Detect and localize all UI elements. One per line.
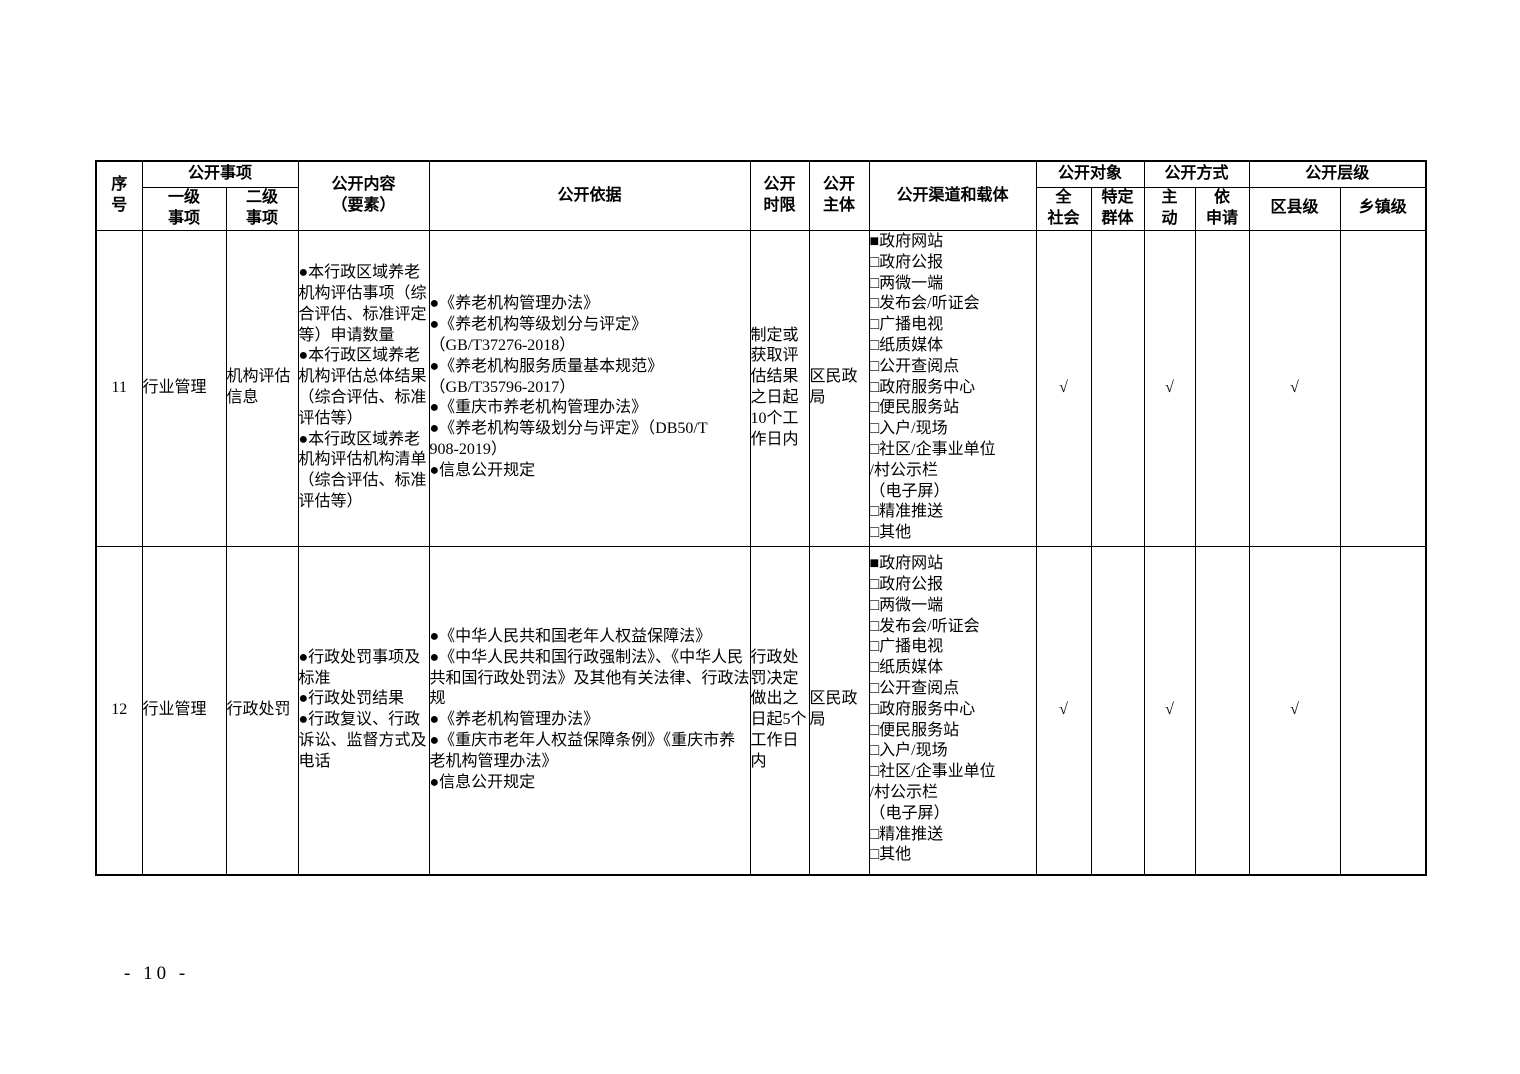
header-basis: 公开依据	[428, 160, 751, 231]
cell-level2: 行政处罚	[225, 545, 299, 876]
cell-method-active-check: √	[1143, 229, 1196, 547]
table-row: 11 行业管理 机构评估信息 ●本行政区域养老机构评估事项（综合评估、标准评定等…	[95, 229, 1427, 547]
cell-target-all-check: √	[1035, 229, 1092, 547]
header-level-county: 区县级	[1248, 186, 1341, 231]
cell-channels: ■政府网站 □政府公报 □两微一端 □发布会/听证会 □广播电视 □纸质媒体 □…	[868, 545, 1037, 876]
header-level2: 二级 事项	[225, 186, 299, 231]
cell-method-active-check: √	[1143, 545, 1196, 876]
header-target-all: 全 社会	[1035, 186, 1092, 231]
header-level-group: 公开层级	[1248, 160, 1427, 188]
cell-content: ●行政处罚事项及标准 ●行政处罚结果 ●行政复议、行政诉讼、监督方式及电话	[297, 545, 430, 876]
header-subject: 公开 主体	[808, 160, 870, 231]
cell-subject: 区民政局	[808, 229, 870, 547]
cell-method-request-check	[1194, 229, 1250, 547]
cell-time-limit: 制定或获取评估结果之日起10个工作日内	[749, 229, 810, 547]
header-serial: 序 号	[95, 160, 143, 231]
page-number: - 10 -	[124, 963, 190, 984]
cell-subject: 区民政局	[808, 545, 870, 876]
header-level1: 一级 事项	[141, 186, 227, 231]
header-time-limit: 公开 时限	[749, 160, 810, 231]
cell-basis: ●《中华人民共和国老年人权益保障法》 ●《中华人民共和国行政强制法》、《中华人民…	[428, 545, 751, 876]
header-target-group: 公开对象	[1035, 160, 1145, 188]
cell-basis: ●《养老机构管理办法》 ●《养老机构等级划分与评定》 （GB/T37276-20…	[428, 229, 751, 547]
cell-channels: ■政府网站 □政府公报 □两微一端 □发布会/听证会 □广播电视 □纸质媒体 □…	[868, 229, 1037, 547]
disclosure-table: 序 号 公开事项 公开内容 （要素） 公开依据 公开 时限 公开 主体 公开渠道…	[95, 160, 1428, 876]
cell-level1: 行业管理	[141, 545, 227, 876]
cell-time-limit: 行政处罚决定做出之日起5个工作日内	[749, 545, 810, 876]
cell-serial: 12	[95, 545, 143, 876]
header-level-town: 乡镇级	[1339, 186, 1427, 231]
cell-level-town-check	[1339, 229, 1427, 547]
header-method-group: 公开方式	[1143, 160, 1250, 188]
cell-level1: 行业管理	[141, 229, 227, 547]
cell-level-county-check: √	[1248, 229, 1341, 547]
cell-target-specific-check	[1090, 545, 1145, 876]
table-row: 12 行业管理 行政处罚 ●行政处罚事项及标准 ●行政处罚结果 ●行政复议、行政…	[95, 545, 1427, 876]
cell-level2: 机构评估信息	[225, 229, 299, 547]
cell-target-specific-check	[1090, 229, 1145, 547]
cell-level-town-check	[1339, 545, 1427, 876]
cell-level-county-check: √	[1248, 545, 1341, 876]
cell-content: ●本行政区域养老机构评估事项（综合评估、标准评定等）申请数量 ●本行政区域养老机…	[297, 229, 430, 547]
header-content: 公开内容 （要素）	[297, 160, 430, 231]
header-method-active: 主 动	[1143, 186, 1196, 231]
cell-target-all-check: √	[1035, 545, 1092, 876]
header-item-group: 公开事项	[141, 160, 299, 188]
header-target-specific: 特定 群体	[1090, 186, 1145, 231]
table-header: 序 号 公开事项 公开内容 （要素） 公开依据 公开 时限 公开 主体 公开渠道…	[95, 160, 1427, 231]
cell-method-request-check	[1194, 545, 1250, 876]
header-method-request: 依 申请	[1194, 186, 1250, 231]
header-channels: 公开渠道和载体	[868, 160, 1037, 231]
cell-serial: 11	[95, 229, 143, 547]
